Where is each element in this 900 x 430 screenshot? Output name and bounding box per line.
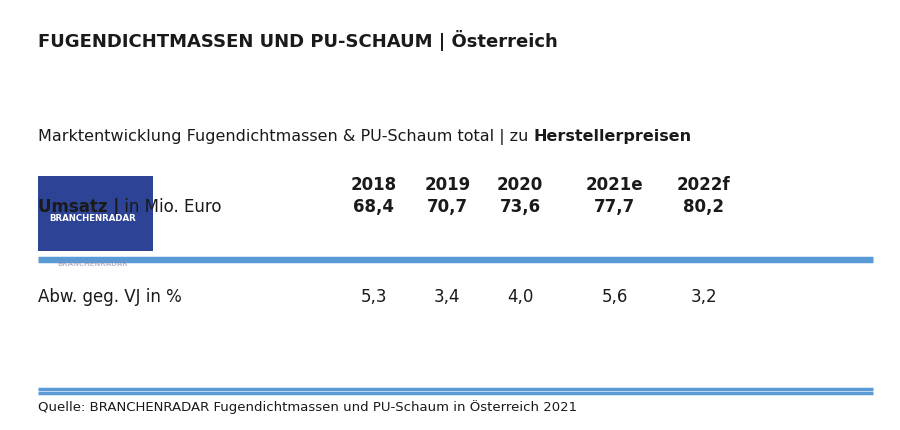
Text: 4,0: 4,0 bbox=[507, 288, 534, 306]
Text: 5,6: 5,6 bbox=[601, 288, 628, 306]
Text: 73,6: 73,6 bbox=[500, 197, 541, 215]
Text: BRANCHENRADAR: BRANCHENRADAR bbox=[50, 213, 137, 222]
Text: 2019: 2019 bbox=[424, 176, 471, 194]
Text: 2018: 2018 bbox=[350, 176, 397, 194]
Text: BRANCHENRADAR: BRANCHENRADAR bbox=[58, 260, 129, 266]
Text: Umsatz |: Umsatz | bbox=[38, 197, 119, 215]
Text: Abw. geg. VJ in %: Abw. geg. VJ in % bbox=[38, 288, 182, 306]
Text: FUGENDICHTMASSEN UND PU-SCHAUM | Österreich: FUGENDICHTMASSEN UND PU-SCHAUM | Österre… bbox=[38, 30, 557, 51]
Text: Quelle: BRANCHENRADAR Fugendichtmassen und PU-Schaum in Österreich 2021: Quelle: BRANCHENRADAR Fugendichtmassen u… bbox=[38, 399, 577, 413]
Text: Herstellerpreisen: Herstellerpreisen bbox=[534, 129, 691, 144]
Text: 70,7: 70,7 bbox=[427, 197, 468, 215]
Text: 77,7: 77,7 bbox=[594, 197, 635, 215]
Text: Marktentwicklung Fugendichtmassen & PU-Schaum total | zu: Marktentwicklung Fugendichtmassen & PU-S… bbox=[38, 129, 534, 145]
Text: 3,2: 3,2 bbox=[690, 288, 717, 306]
Text: in Mio. Euro: in Mio. Euro bbox=[119, 197, 221, 215]
Text: 2020: 2020 bbox=[497, 176, 544, 194]
Text: 5,3: 5,3 bbox=[360, 288, 387, 306]
Text: 3,4: 3,4 bbox=[434, 288, 461, 306]
FancyBboxPatch shape bbox=[38, 176, 153, 252]
Text: 68,4: 68,4 bbox=[353, 197, 394, 215]
Text: 80,2: 80,2 bbox=[683, 197, 724, 215]
Text: 2022f: 2022f bbox=[677, 176, 731, 194]
Text: 2021e: 2021e bbox=[586, 176, 643, 194]
